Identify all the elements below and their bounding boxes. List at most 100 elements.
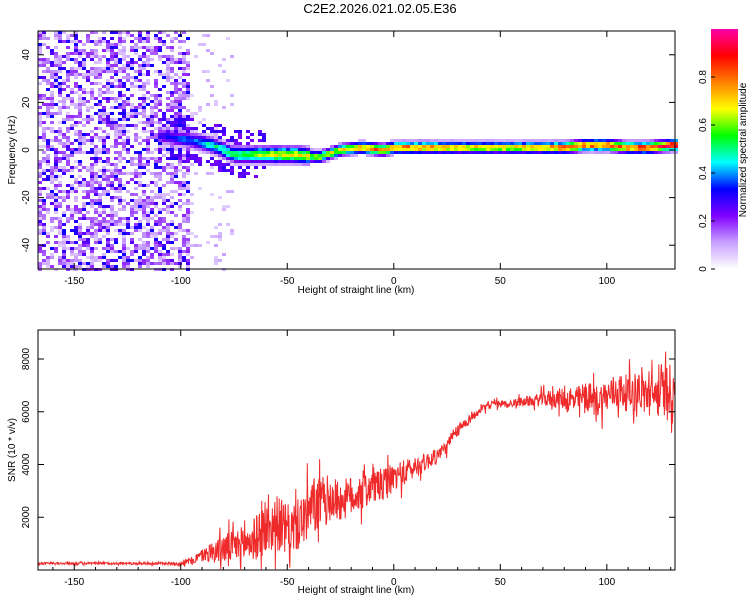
spectrogram-cell — [442, 142, 446, 145]
spectrogram-cell — [142, 40, 146, 43]
spectrogram-cell — [150, 133, 154, 136]
spectrogram-cell — [50, 70, 54, 73]
spectrogram-cell — [82, 64, 86, 67]
spectrogram-cell — [218, 64, 222, 67]
spectrogram-cell — [142, 259, 146, 262]
spectrogram-cell — [174, 61, 178, 64]
spectrogram-cell — [94, 202, 98, 205]
spectrogram-cell — [526, 145, 530, 148]
spectrogram-cell — [82, 43, 86, 46]
spectrogram-cell — [126, 73, 130, 76]
spectrogram-cell — [214, 130, 218, 133]
spectrogram-cell — [614, 142, 618, 145]
spectrogram-cell — [142, 148, 146, 151]
spectrogram-cell — [62, 259, 66, 262]
spectrogram-cell — [78, 40, 82, 43]
spectrogram-cell — [142, 205, 146, 208]
spectrogram-cell — [322, 151, 326, 154]
spectrogram-cell — [170, 136, 174, 139]
spectrogram-cell — [86, 262, 90, 265]
spectrogram-cell — [142, 217, 146, 220]
spectrogram-cell — [86, 256, 90, 259]
spectrogram-cell — [650, 151, 654, 154]
spectrogram-cell — [218, 196, 222, 199]
spectrogram-cell — [90, 184, 94, 187]
spectrogram-cell — [138, 136, 142, 139]
spectrogram-cell — [398, 142, 402, 145]
spectrogram-cell — [322, 157, 326, 160]
spectrogram-cell — [54, 52, 58, 55]
spectrogram-cell — [114, 175, 118, 178]
spectrogram-cell — [126, 55, 130, 58]
spectrogram-cell — [74, 199, 78, 202]
spectrogram-cell — [170, 247, 174, 250]
spectrogram-cell — [586, 148, 590, 151]
spectrogram-cell — [214, 103, 218, 106]
spectrogram-cell — [74, 139, 78, 142]
spectrogram-cell — [74, 205, 78, 208]
spectrogram-cell — [158, 229, 162, 232]
spectrogram-cell — [66, 52, 70, 55]
spectrogram-cell — [158, 190, 162, 193]
spectrogram-cell — [102, 166, 106, 169]
spectrogram-cell — [182, 52, 186, 55]
spectrogram-cell — [106, 82, 110, 85]
spectrogram-cell — [218, 142, 222, 145]
spectrogram-cell — [370, 148, 374, 151]
spectrogram-cell — [198, 157, 202, 160]
x-tick-label: -150 — [64, 276, 84, 287]
spectrogram-cell — [134, 172, 138, 175]
spectrogram-cell — [94, 259, 98, 262]
spectrogram-cell — [262, 157, 266, 160]
spectrogram-cell — [454, 148, 458, 151]
spectrogram-cell — [590, 145, 594, 148]
spectrogram-cell — [110, 205, 114, 208]
spectrogram-cell — [122, 85, 126, 88]
spectrogram-cell — [142, 121, 146, 124]
spectrogram-cell — [234, 148, 238, 151]
spectrogram-cell — [102, 253, 106, 256]
spectrogram-cell — [42, 169, 46, 172]
spectrogram-cell — [142, 163, 146, 166]
spectrogram-cell — [118, 106, 122, 109]
spectrogram-cell — [46, 61, 50, 64]
spectrogram-cell — [382, 154, 386, 157]
spectrogram-cell — [66, 208, 70, 211]
spectrogram-cell — [414, 139, 418, 142]
spectrogram-cell — [286, 160, 290, 163]
spectrogram-cell — [278, 154, 282, 157]
spectrogram-cell — [174, 145, 178, 148]
spectrogram-cell — [138, 265, 142, 268]
spectrogram-cell — [162, 208, 166, 211]
spectrogram-cell — [238, 166, 242, 169]
spectrogram-cell — [154, 232, 158, 235]
spectrogram-cell — [174, 133, 178, 136]
spectrogram-cell — [126, 139, 130, 142]
spectrogram-cell — [442, 139, 446, 142]
spectrogram-cell — [46, 82, 50, 85]
spectrogram-cell — [90, 250, 94, 253]
spectrogram-cell — [286, 148, 290, 151]
spectrogram-cell — [174, 142, 178, 145]
spectrogram-cell — [406, 145, 410, 148]
spectrogram-cell — [50, 193, 54, 196]
spectrogram-cell — [258, 133, 262, 136]
spectrogram-cell — [494, 151, 498, 154]
spectrogram-cell — [78, 148, 82, 151]
spectrogram-cell — [106, 259, 110, 262]
spectrogram-cell — [118, 178, 122, 181]
spectrogram-cell — [130, 226, 134, 229]
y-tick-label: 2000 — [21, 506, 32, 529]
spectrogram-cell — [42, 79, 46, 82]
spectrogram-cell — [78, 259, 82, 262]
spectrogram-cell — [66, 142, 70, 145]
spectrogram-cell — [266, 157, 270, 160]
spectrogram-cell — [90, 202, 94, 205]
spectrogram-cell — [170, 148, 174, 151]
spectrogram-cell — [182, 250, 186, 253]
spectrogram-cell — [154, 79, 158, 82]
spectrogram-cell — [82, 139, 86, 142]
spectrogram-cell — [58, 175, 62, 178]
spectrogram-cell — [138, 79, 142, 82]
spectrogram-cell — [178, 115, 182, 118]
